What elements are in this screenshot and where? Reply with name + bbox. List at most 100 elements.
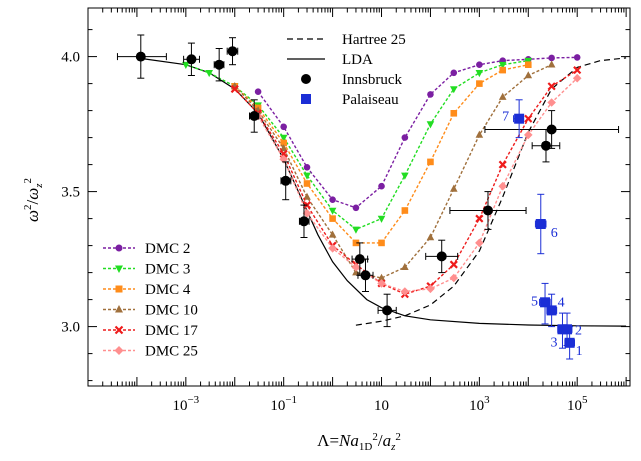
point-dmc-17 bbox=[547, 82, 556, 91]
point-dmc-4 bbox=[427, 158, 434, 166]
point-innsbruck bbox=[482, 205, 493, 216]
point-dmc-25 bbox=[523, 130, 533, 140]
legend-swatch-dmc-10 bbox=[115, 305, 123, 313]
legend-swatch-innsbruck bbox=[301, 74, 311, 84]
point-dmc-25 bbox=[302, 208, 312, 218]
point-dmc-3 bbox=[377, 215, 386, 223]
series-line-dmc-2 bbox=[257, 56, 578, 209]
point-dmc-17 bbox=[449, 260, 458, 269]
legend-label-lda: LDA bbox=[342, 52, 373, 68]
point-dmc-25 bbox=[498, 181, 508, 191]
point-dmc-3 bbox=[475, 70, 484, 78]
legend-swatch-palaiseau bbox=[301, 94, 311, 104]
point-dmc-2 bbox=[303, 164, 311, 171]
experimental-points: 7 6 5 4 3 2 1 bbox=[116, 34, 620, 360]
point-dmc-10 bbox=[498, 92, 507, 100]
legend-label-dmc-17: DMC 17 bbox=[145, 323, 198, 339]
point-dmc-4 bbox=[303, 180, 311, 187]
point-innsbruck bbox=[540, 140, 551, 151]
svg-text:ω2/ωz2: ω2/ωz2 bbox=[22, 178, 45, 222]
point-dmc-17 bbox=[524, 114, 533, 123]
theory-lines bbox=[136, 57, 627, 327]
point-dmc-3 bbox=[205, 70, 213, 78]
point-label-palaiseau: 1 bbox=[576, 344, 583, 359]
point-dmc-25 bbox=[328, 244, 337, 253]
legend-label-dmc-2: DMC 2 bbox=[145, 241, 190, 257]
x-tick-label: 10 bbox=[374, 398, 389, 414]
point-dmc-3 bbox=[524, 57, 533, 65]
legend-swatch-dmc-3 bbox=[115, 265, 123, 273]
point-dmc-25 bbox=[475, 238, 484, 248]
point-dmc-3 bbox=[279, 134, 288, 142]
point-label-palaiseau: 2 bbox=[575, 323, 582, 338]
point-dmc-2 bbox=[573, 54, 581, 61]
legend-swatch-dmc-4 bbox=[115, 285, 123, 293]
point-innsbruck bbox=[214, 59, 225, 70]
point-dmc-4 bbox=[499, 66, 507, 74]
series-line-dmc-25 bbox=[257, 77, 578, 293]
point-dmc-10 bbox=[449, 184, 458, 192]
point-innsbruck bbox=[360, 270, 371, 281]
point-label-palaiseau: 4 bbox=[558, 295, 565, 310]
point-dmc-3 bbox=[352, 226, 360, 234]
legend-label-palaiseau: Palaiseau bbox=[342, 92, 399, 108]
point-dmc-2 bbox=[254, 88, 262, 95]
point-dmc-4 bbox=[524, 61, 532, 68]
point-dmc-25 bbox=[572, 73, 582, 83]
point-dmc-10 bbox=[303, 192, 311, 200]
point-dmc-2 bbox=[476, 61, 483, 68]
point-innsbruck bbox=[436, 251, 447, 262]
dmc-series bbox=[182, 54, 582, 299]
point-innsbruck bbox=[280, 175, 291, 186]
x-tick-label: 10−1 bbox=[270, 394, 297, 414]
legend-label-dmc-25: DMC 25 bbox=[145, 344, 198, 360]
point-dmc-4 bbox=[378, 239, 385, 247]
point-dmc-25 bbox=[351, 262, 361, 272]
point-innsbruck bbox=[298, 216, 309, 227]
point-dmc-2 bbox=[329, 196, 336, 203]
point-dmc-2 bbox=[548, 54, 555, 62]
y-tick-label: 3.5 bbox=[61, 185, 80, 201]
point-dmc-3 bbox=[426, 121, 435, 129]
point-dmc-2 bbox=[450, 69, 458, 77]
point-dmc-2 bbox=[427, 91, 434, 98]
point-innsbruck bbox=[249, 111, 260, 121]
point-dmc-17 bbox=[230, 84, 239, 94]
point-dmc-25 bbox=[449, 273, 459, 283]
legend-bottom: DMC 2 DMC 3 DMC 4 DMC 10 DMC 17 DMC 25 bbox=[103, 241, 198, 360]
point-dmc-25 bbox=[400, 287, 410, 296]
point-dmc-2 bbox=[280, 123, 287, 131]
point-innsbruck bbox=[382, 305, 393, 316]
point-dmc-4 bbox=[401, 207, 409, 214]
point-dmc-2 bbox=[401, 134, 409, 141]
point-dmc-10 bbox=[426, 233, 435, 241]
point-innsbruck bbox=[227, 46, 238, 57]
point-dmc-10 bbox=[547, 60, 556, 68]
legend-label-dmc-3: DMC 3 bbox=[145, 262, 190, 278]
legend-label-dmc-4: DMC 4 bbox=[145, 282, 191, 298]
point-dmc-10 bbox=[475, 130, 484, 138]
point-innsbruck bbox=[135, 51, 146, 62]
y-tick-label: 4.0 bbox=[61, 50, 80, 66]
point-dmc-4 bbox=[352, 239, 360, 247]
point-dmc-2 bbox=[378, 182, 385, 190]
legend-top: Hartree 25 LDA Innsbruck Palaiseau bbox=[287, 32, 406, 108]
point-dmc-3 bbox=[303, 172, 311, 180]
legend-swatch-dmc-2 bbox=[115, 244, 123, 252]
line-lda bbox=[136, 57, 627, 327]
point-dmc-3 bbox=[498, 61, 507, 69]
y-tick-label: 3.0 bbox=[61, 320, 80, 336]
x-tick-label: 105 bbox=[567, 394, 588, 414]
point-palaiseau bbox=[562, 324, 573, 335]
point-label-palaiseau: 7 bbox=[502, 110, 509, 125]
point-dmc-10 bbox=[377, 273, 386, 281]
point-dmc-4 bbox=[280, 139, 287, 147]
x-tick-label: 103 bbox=[469, 394, 490, 414]
point-dmc-25 bbox=[377, 279, 386, 288]
axis-labels: Λ=Na1D2/az2 ω2/ωz2 bbox=[22, 178, 401, 453]
point-dmc-3 bbox=[182, 61, 190, 69]
legend-swatch-dmc-25 bbox=[114, 346, 124, 355]
point-dmc-3 bbox=[328, 207, 337, 215]
